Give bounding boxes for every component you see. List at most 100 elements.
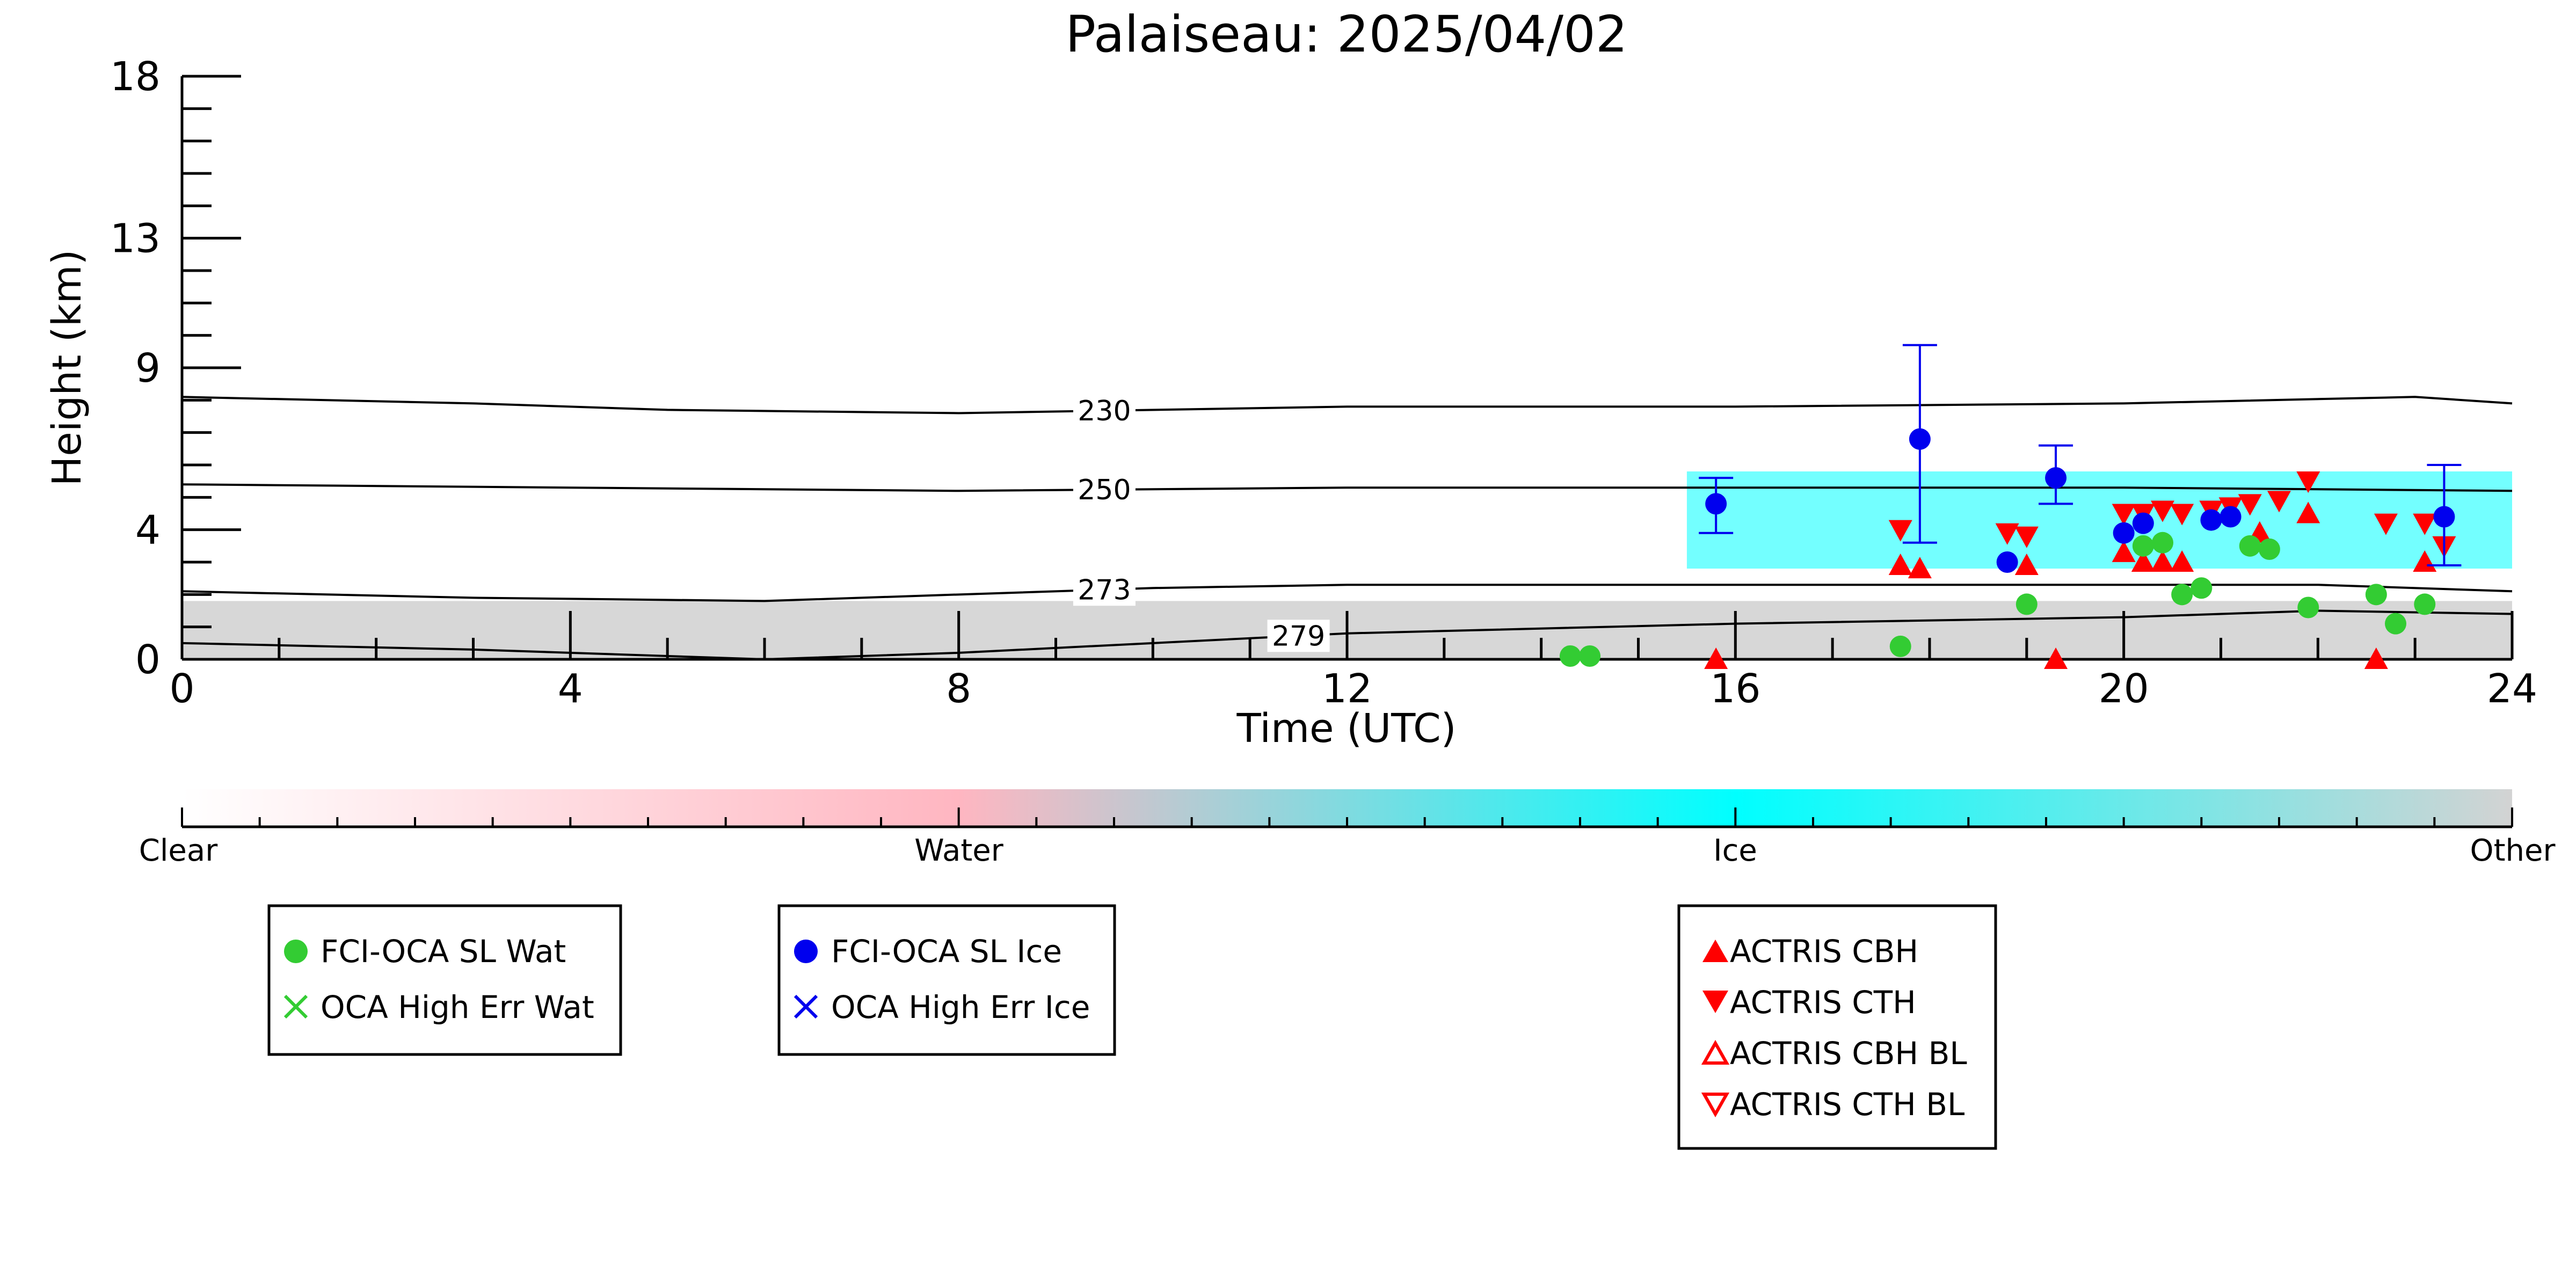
marker-fci-oca-sl-wat-5 [2152,532,2173,554]
contour-label-230: 230 [1078,395,1131,427]
marker-actris-cth-3 [2112,504,2136,526]
y-tick-label-9: 9 [135,345,161,391]
x-tick-label-8: 8 [946,666,971,712]
legend-actris-box [1677,904,1997,1150]
contour-label-bg-279 [1267,620,1330,652]
data-markers [1559,344,2462,669]
legend-marker-oca-high-err-wat [283,994,308,1019]
marker-actris-cth-10 [2267,491,2291,513]
legend-water-box [267,904,622,1056]
marker-actris-cbh-4 [2044,647,2068,669]
legend-label-actris-cth-bl: ACTRIS CTH BL [1730,1086,1964,1123]
legend-label-oca-high-err-wat: OCA High Err Wat [321,989,594,1025]
x-tick-label-24: 24 [2487,666,2537,712]
x-axis-label: Time (UTC) [1236,705,1456,752]
marker-actris-cbh-11 [2364,647,2388,669]
contour-line-250 [181,483,2513,492]
contour-label-bg-230 [1073,394,1136,427]
x-tick-label-12: 12 [1322,666,1372,712]
x-tick-label-16: 16 [1710,666,1760,712]
marker-fci-oca-sl-ice-7 [2220,506,2242,528]
marker-fci-oca-sl-wat-12 [2385,613,2406,635]
legend-ice-box [777,904,1116,1056]
marker-actris-cbh-3 [2014,554,2039,576]
marker-fci-oca-sl-ice-1 [1909,428,1931,450]
chart-title: Palaiseau: 2025/04/02 [1065,5,1627,64]
legend-label-fci-oca-sl-wat: FCI-OCA SL Wat [321,933,566,970]
marker-fci-oca-sl-wat-4 [2132,535,2154,557]
legend-marker-actris-cbh [1702,940,1728,962]
y-ticks: 0 4 9 13 18 [110,54,241,683]
colorbar-ticks [181,807,2513,827]
contour-label-bg-273 [1073,573,1136,606]
x-tick-label-4: 4 [558,666,583,712]
marker-actris-cth-6 [2170,504,2194,526]
contour-line-230 [181,396,2513,414]
legend-water: FCI-OCA SL Wat OCA High Err Wat [267,904,622,1056]
marker-fci-oca-sl-wat-10 [2297,596,2319,618]
marker-fci-oca-sl-wat-0 [1559,645,1581,667]
marker-fci-oca-sl-ice-6 [2200,509,2222,531]
marker-actris-cth-5 [2151,500,2174,522]
contour-label-bg-250 [1073,474,1136,506]
legend-marker-actris-cth-bl [1701,1093,1730,1118]
y-tick-label-4: 4 [135,507,161,554]
legend-label-oca-high-err-ice: OCA High Err Ice [831,989,1090,1025]
marker-actris-cth-13 [2413,513,2437,535]
y-tick-label-0: 0 [135,637,161,683]
marker-actris-cth-1 [1995,523,2019,545]
temperature-contours: 230 250 273 279 [181,394,2513,661]
legend-label-actris-cth: ACTRIS CTH [1730,984,1916,1021]
marker-actris-cbh-8 [2170,550,2194,572]
legend-label-actris-cbh-bl: ACTRIS CBH BL [1730,1035,1967,1072]
marker-actris-cth-2 [2014,526,2039,548]
marker-fci-oca-sl-ice-5 [2132,512,2154,534]
y-axis-label: Height (km) [44,250,90,486]
colorbar-labels: Clear Water Ice Other [139,833,2556,868]
x-tick-label-20: 20 [2099,666,2149,712]
colorbar-label-other: Other [2470,833,2556,868]
marker-fci-oca-sl-wat-2 [1889,635,1911,657]
marker-actris-cbh-10 [2296,501,2320,523]
legend-label-actris-cbh: ACTRIS CBH [1730,933,1918,970]
x-tick-label-0: 0 [169,666,194,712]
colorbar-label-ice: Ice [1713,833,1757,868]
marker-fci-oca-sl-ice-3 [2045,467,2067,489]
marker-fci-oca-sl-ice-2 [1996,551,2018,573]
legend-marker-actris-cbh-bl [1701,1039,1730,1065]
legend-marker-fci-oca-sl-wat [284,940,308,963]
marker-fci-oca-sl-wat-6 [2171,584,2193,606]
contour-line-273 [181,584,2513,602]
marker-fci-oca-sl-wat-8 [2239,535,2261,557]
marker-actris-cbh-0 [1704,647,1728,669]
legend-marker-fci-oca-sl-ice [794,940,818,963]
marker-fci-oca-sl-wat-11 [2365,584,2387,606]
marker-fci-oca-sl-wat-13 [2414,593,2436,615]
colorbar-label-clear: Clear [139,833,218,868]
marker-fci-oca-sl-wat-7 [2191,577,2213,599]
marker-fci-oca-sl-ice-0 [1705,493,1727,515]
marker-actris-cth-11 [2296,471,2320,493]
marker-actris-cbh-2 [1908,557,1932,579]
contour-label-250: 250 [1078,474,1131,506]
marker-actris-cbh-6 [2131,550,2155,572]
contour-label-273: 273 [1078,574,1131,606]
marker-fci-oca-sl-wat-3 [2015,593,2037,615]
marker-actris-cbh-1 [1888,554,1912,576]
y-tick-label-18: 18 [110,54,161,100]
marker-fci-oca-sl-ice-4 [2113,522,2135,544]
marker-fci-oca-sl-wat-1 [1579,645,1601,667]
marker-actris-cth-0 [1888,520,1912,542]
marker-actris-cth-12 [2374,513,2398,535]
legend-actris: ACTRIS CBH ACTRIS CTH ACTRIS CBH BL ACTR… [1677,904,1997,1150]
plot-axes [180,76,2512,661]
y-tick-label-13: 13 [110,216,161,262]
colorbar-label-water: Water [914,833,1004,868]
marker-fci-oca-sl-ice-8 [2433,506,2455,528]
marker-actris-cbh-7 [2151,550,2174,572]
marker-fci-oca-sl-wat-9 [2258,538,2280,560]
legend-label-fci-oca-sl-ice: FCI-OCA SL Ice [831,933,1062,970]
marker-actris-cbh-5 [2112,540,2136,562]
legend-marker-actris-cth [1702,991,1728,1013]
